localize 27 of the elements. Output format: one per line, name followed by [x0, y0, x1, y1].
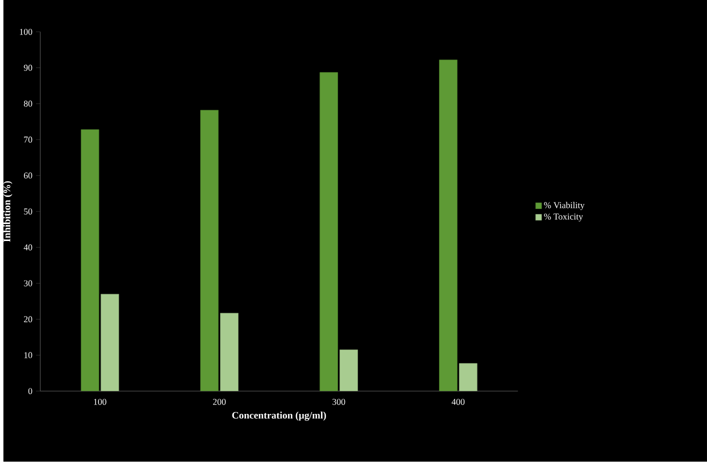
bar — [100, 294, 120, 392]
x-tick-label: 100 — [94, 398, 106, 405]
y-tick-label: 10 — [24, 352, 32, 358]
bar — [340, 350, 358, 392]
bar — [320, 72, 338, 392]
y-tick-label: 80 — [24, 100, 32, 107]
y-tick-label: 20 — [24, 316, 32, 322]
x-tick-label: 200 — [213, 398, 226, 405]
y-tick-label: 30 — [24, 280, 32, 286]
y-tick-label: 40 — [24, 244, 32, 251]
y-tick-label: 70 — [24, 136, 32, 143]
bar — [459, 363, 478, 392]
bar — [220, 313, 238, 392]
x-tick-label: 300 — [332, 398, 346, 405]
y-tick-label: 0 — [28, 388, 32, 394]
bar — [80, 129, 100, 392]
y-tick-label: 90 — [24, 64, 32, 71]
y-axis-title: Inhibition (%) — [3, 181, 12, 242]
x-tick-label: 400 — [452, 398, 465, 405]
x-axis-title: Concentration (µg/ml) — [232, 412, 326, 421]
bar — [439, 60, 458, 392]
y-tick-label: 50 — [24, 208, 32, 215]
bar — [200, 110, 219, 392]
y-tick-label: 60 — [24, 172, 32, 179]
legend-label: % Toxicity — [544, 214, 584, 222]
y-tick-label: 100 — [20, 28, 32, 35]
legend-label: % Viability — [544, 202, 585, 210]
